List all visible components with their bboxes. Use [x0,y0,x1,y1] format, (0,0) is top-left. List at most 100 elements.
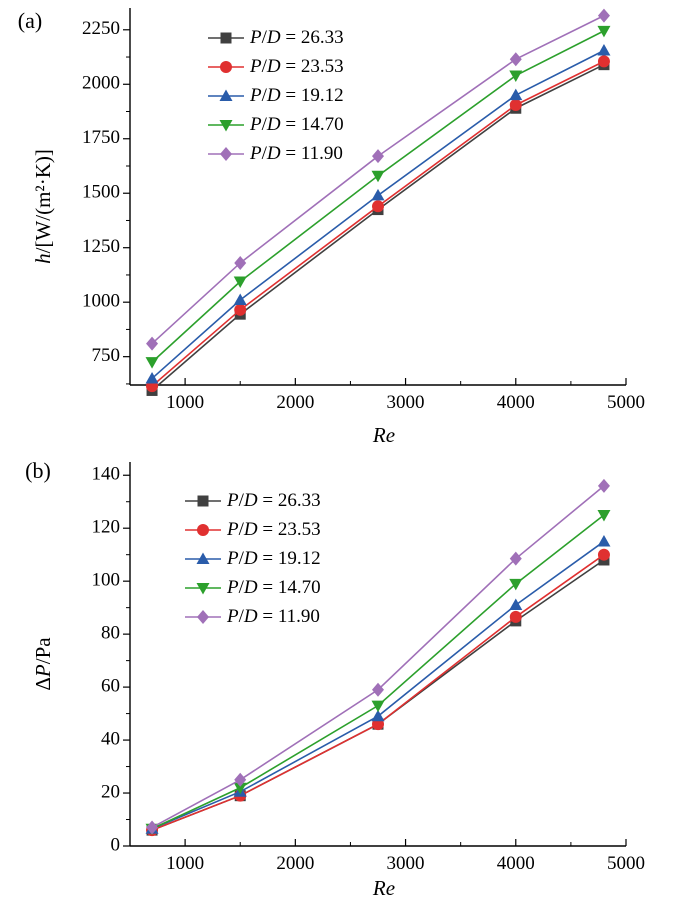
data-point [597,509,611,522]
data-point [509,70,523,83]
data-point [597,43,611,56]
data-point [371,709,385,722]
y-tick-label: 2000 [82,73,120,94]
data-point [371,188,385,201]
y-tick-label: 80 [101,622,120,643]
x-tick-label: 3000 [387,392,425,413]
y-tick-label: 40 [101,728,120,749]
legend-marker [220,32,232,44]
data-point [146,336,159,351]
legend-label: P/D = 11.90 [226,606,320,627]
data-point [372,682,384,697]
data-point [234,255,247,270]
legend: P/D = 26.33 P/D = 23.53 P/D = 19.12 P/D = 1… [208,27,344,164]
x-axis-label: Re [372,423,395,447]
data-point [145,357,159,369]
y-tick-label: 120 [92,517,121,538]
data-point [233,276,247,288]
series-line [151,514,605,830]
legend-marker [220,147,232,161]
data-point [371,700,385,713]
series-line [151,485,605,829]
legend-marker [219,89,233,101]
y-tick-label: 1000 [82,291,120,312]
data-point [234,772,247,787]
legend-label: P/D = 26.33 [249,27,344,48]
x-tick-label: 3000 [387,853,425,874]
data-point [509,98,522,111]
series-19.12 [145,43,611,384]
y-tick-label: 750 [92,345,121,366]
panel-label: (b) [25,458,51,483]
y-tick-label: 1500 [82,182,120,203]
y-tick-label: 2250 [82,18,120,39]
data-point [597,25,611,38]
legend-label: P/D = 19.12 [226,548,321,569]
legend-marker [196,583,210,595]
series-23.53 [146,55,610,393]
series-26.33 [146,59,610,396]
legend-label: P/D = 19.12 [249,85,344,106]
panel-label: (a) [18,8,42,33]
data-point [597,548,610,561]
x-tick-label: 4000 [497,853,535,874]
y-axis-label: h/[W/(m²·K)] [31,149,55,264]
data-point [509,598,523,611]
legend: P/D = 26.33 P/D = 23.53 P/D = 19.12 P/D = 1… [185,490,321,627]
legend-label: P/D = 23.53 [249,56,344,77]
y-tick-label: 140 [92,464,121,485]
data-point [234,303,247,316]
y-tick-label: 1750 [82,127,120,148]
data-point [371,170,385,183]
chart-panel-b: 1000 2000 3000 4000 5000 0 20 40 60 80 100 120 140 P/… [25,458,645,900]
legend-label: P/D = 11.90 [249,143,343,164]
series-19.12 [145,534,611,834]
series-line [151,63,605,392]
series-line [151,60,605,387]
y-tick-label: 60 [101,675,120,696]
x-tick-label: 4000 [497,392,535,413]
legend-marker [197,524,209,536]
legend-marker [196,552,210,564]
series-14.70 [145,25,611,369]
data-point [509,551,522,566]
x-tick-label: 5000 [607,392,645,413]
data-point [509,88,523,101]
series-11.90 [146,8,610,351]
legend-marker [219,120,233,132]
series-11.90 [146,478,610,835]
x-tick-label: 2000 [276,853,314,874]
data-point [597,55,610,68]
y-tick-label: 1250 [82,236,120,257]
x-tick-label: 1000 [166,392,204,413]
x-axis-label: Re [372,876,395,900]
data-point [145,371,159,384]
data-point [233,293,247,306]
data-point [372,200,384,213]
data-point [146,820,159,835]
data-point [597,534,611,547]
legend-label: P/D = 14.70 [226,577,321,598]
chart-panel-a: 1000 2000 3000 4000 5000 750 1000 1250 1500 1750 2… [18,8,645,447]
legend-label: P/D = 14.70 [249,114,344,135]
data-point [509,578,523,591]
legend-marker [220,61,232,73]
y-tick-label: 0 [111,834,121,855]
y-tick-label: 20 [101,781,120,802]
legend-label: P/D = 26.33 [226,490,321,511]
x-tick-label: 1000 [166,853,204,874]
data-point [509,610,522,623]
data-point [233,782,247,795]
data-point [597,8,610,23]
legend-label: P/D = 23.53 [226,519,321,540]
x-tick-label: 2000 [276,392,314,413]
legend-marker [197,610,209,624]
data-point [372,149,384,164]
x-tick-label: 5000 [607,853,645,874]
data-point [597,478,610,493]
y-tick-label: 100 [92,570,121,591]
y-axis-label: ΔP/Pa [31,637,55,691]
legend-marker [197,495,209,507]
series-14.70 [145,509,611,836]
